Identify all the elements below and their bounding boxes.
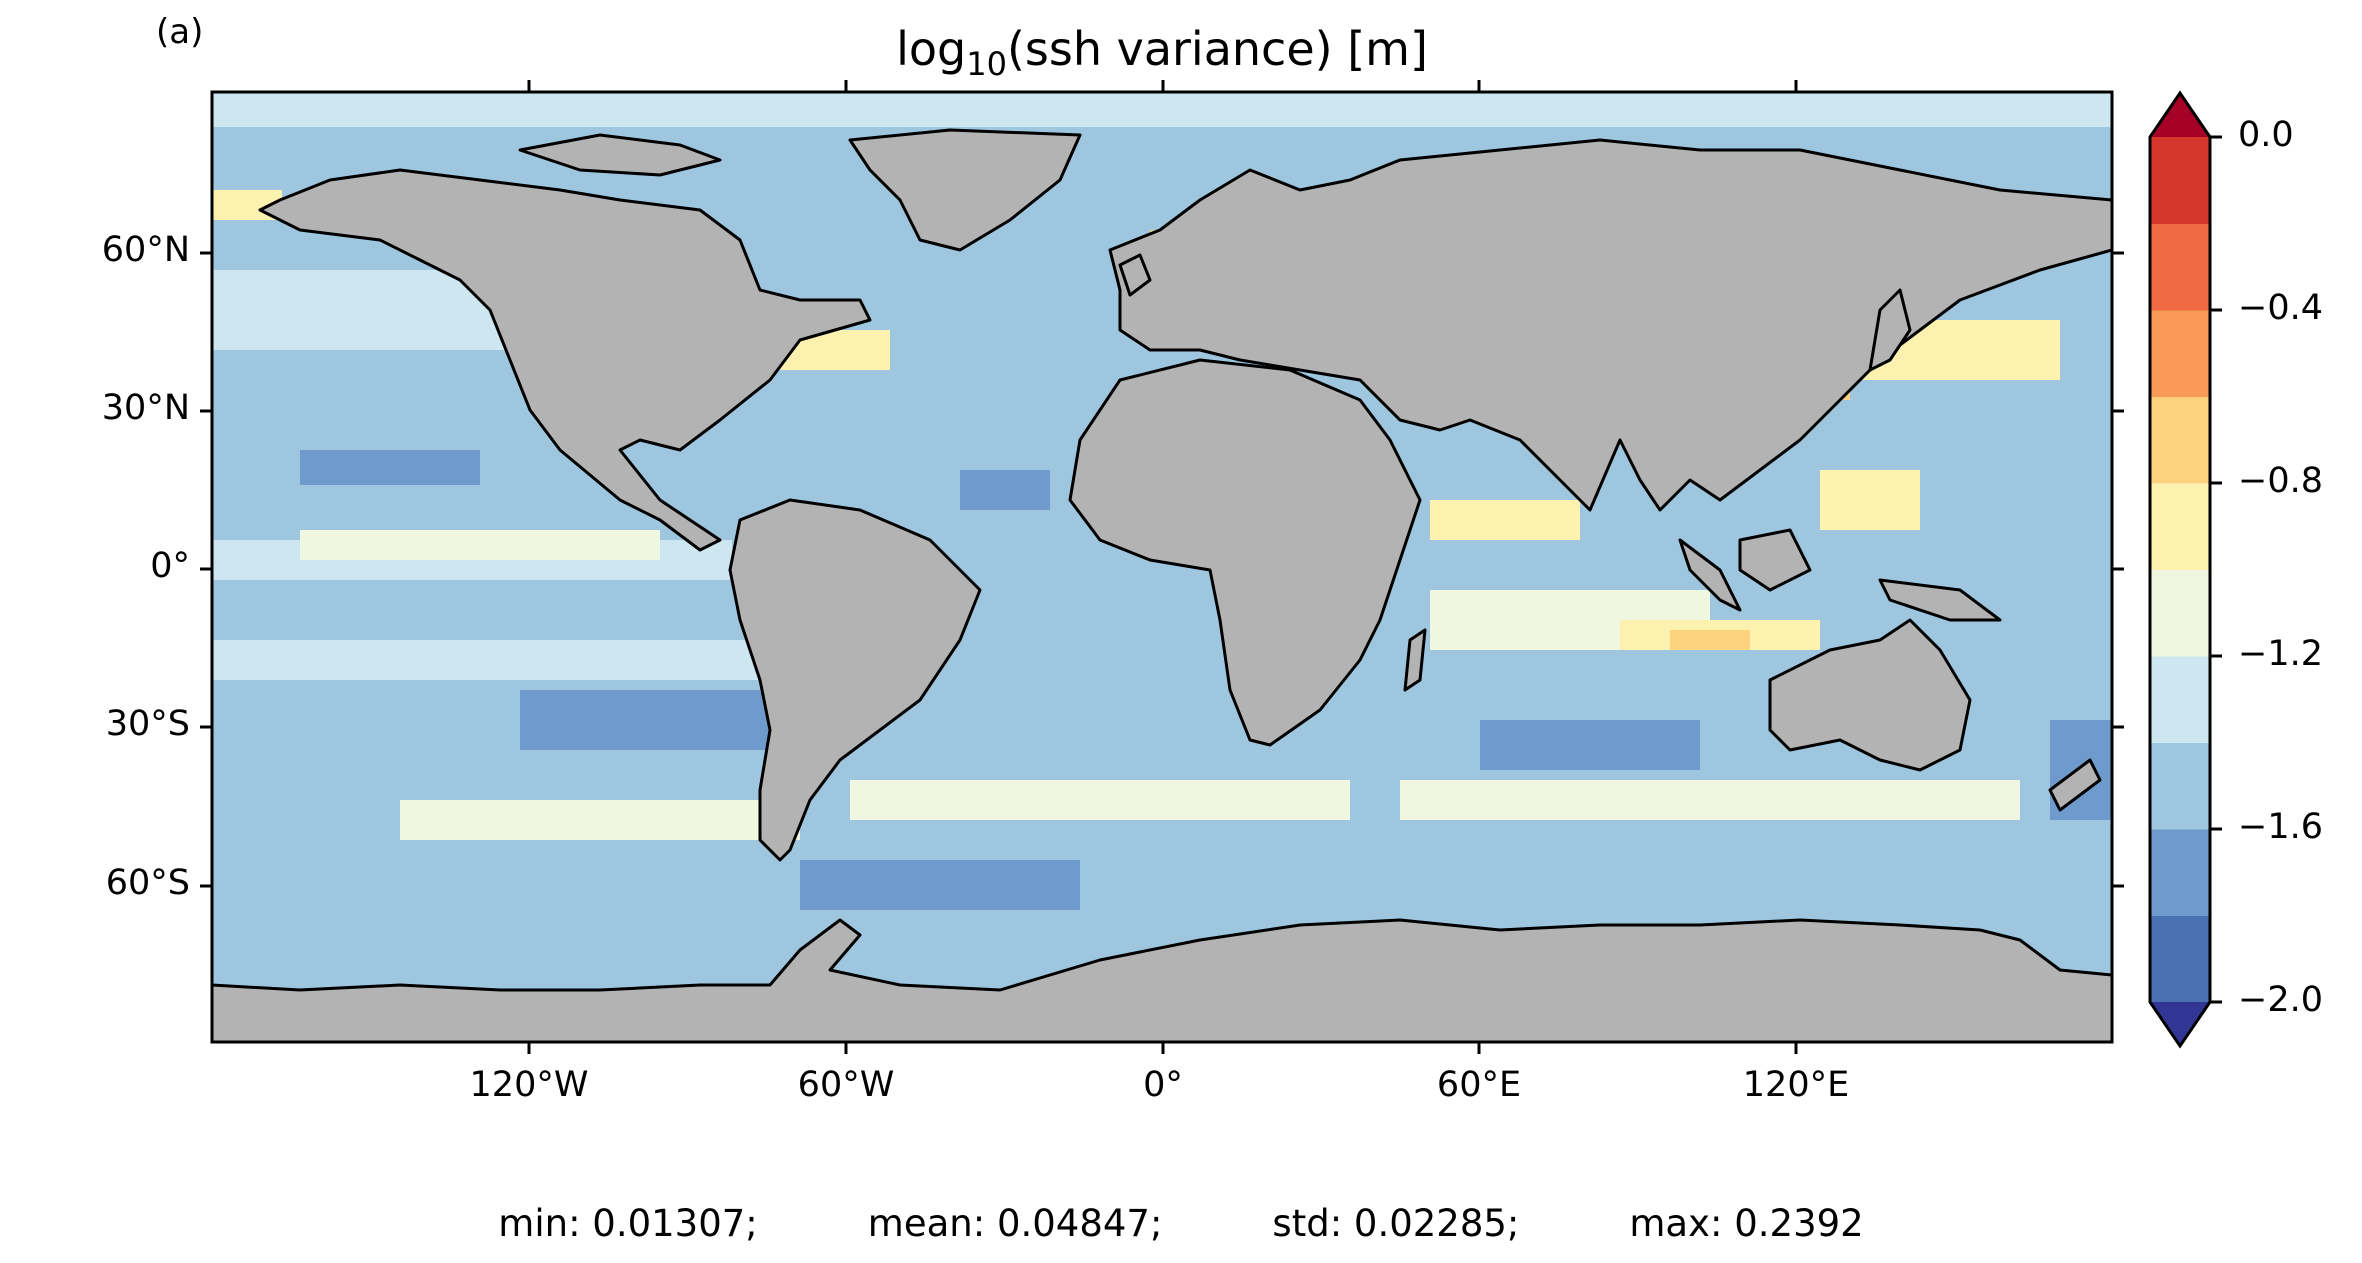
colorbar xyxy=(2148,90,2222,1049)
sumatra xyxy=(1678,538,1742,612)
colorbar-band xyxy=(2150,742,2210,830)
stat-std: std: 0.02285; xyxy=(1272,1202,1520,1245)
axis-ticks xyxy=(200,80,2124,1054)
new-guinea xyxy=(1878,578,2002,622)
colorbar-band xyxy=(2150,223,2210,311)
lat-label-60n: 60°N xyxy=(101,230,190,270)
lat-label-30n: 30°N xyxy=(101,388,190,428)
madagascar xyxy=(1403,628,1427,692)
lon-label-120e: 120°E xyxy=(1742,1065,1850,1105)
colorbar-under-extend xyxy=(2150,1002,2210,1046)
colorbar-tick-label: −2.0 xyxy=(2238,980,2323,1020)
colorbar-tick-label: −0.8 xyxy=(2238,461,2323,501)
colorbar-tick-label: −1.6 xyxy=(2238,807,2323,847)
colorbar-tick-label: 0.0 xyxy=(2238,115,2294,155)
colorbar-tick-label: −1.2 xyxy=(2238,634,2323,674)
lon-label-120w: 120°W xyxy=(469,1065,589,1105)
lon-label-0: 0° xyxy=(1143,1065,1183,1105)
north-america xyxy=(258,168,872,552)
borneo xyxy=(1738,528,1812,592)
british-isles xyxy=(1118,253,1152,297)
eurasia xyxy=(1108,138,2112,512)
title-prefix: log xyxy=(896,22,967,76)
colorbar-over-extend xyxy=(2150,93,2210,137)
panel-label: (a) xyxy=(156,12,204,52)
colorbar-band xyxy=(2150,656,2210,743)
lon-label-60e: 60°E xyxy=(1436,1065,1522,1105)
new-zealand xyxy=(2048,758,2102,812)
canadian-islands xyxy=(518,133,722,177)
lon-label-60w: 60°W xyxy=(797,1065,895,1105)
lat-label-30s: 30°S xyxy=(105,704,190,744)
title-subscript: 10 xyxy=(966,45,1007,84)
colorbar-band xyxy=(2150,569,2210,657)
stats-line: min: 0.01307; mean: 0.04847; std: 0.02285;… xyxy=(0,1202,2362,1245)
stat-max: max: 0.2392 xyxy=(1629,1202,1864,1245)
colorbar-band xyxy=(2150,483,2210,570)
map-title: log10(ssh variance) [m] xyxy=(212,22,2112,83)
japan xyxy=(1868,288,1912,372)
australia xyxy=(1768,618,1972,772)
antarctica xyxy=(212,918,2112,1042)
stat-mean: mean: 0.04847; xyxy=(867,1202,1163,1245)
title-suffix: (ssh variance) [m] xyxy=(1006,22,1428,76)
africa xyxy=(1068,358,1422,747)
stat-min: min: 0.01307; xyxy=(498,1202,758,1245)
ocean-variance-field xyxy=(212,92,2112,910)
lat-label-60s: 60°S xyxy=(105,863,190,903)
lat-label-eq: 0° xyxy=(150,546,190,586)
colorbar-band xyxy=(2150,915,2210,1003)
south-america xyxy=(728,498,982,862)
greenland xyxy=(848,128,1082,252)
latitude-labels: 60°N 30°N 0° 30°S 60°S xyxy=(0,0,190,1263)
land-masses xyxy=(212,128,2112,1042)
colorbar-band xyxy=(2150,137,2210,224)
colorbar-tick-label: −0.4 xyxy=(2238,288,2323,328)
colorbar-band xyxy=(2150,396,2210,484)
colorbar-band xyxy=(2150,829,2210,916)
colorbar-band xyxy=(2150,310,2210,397)
